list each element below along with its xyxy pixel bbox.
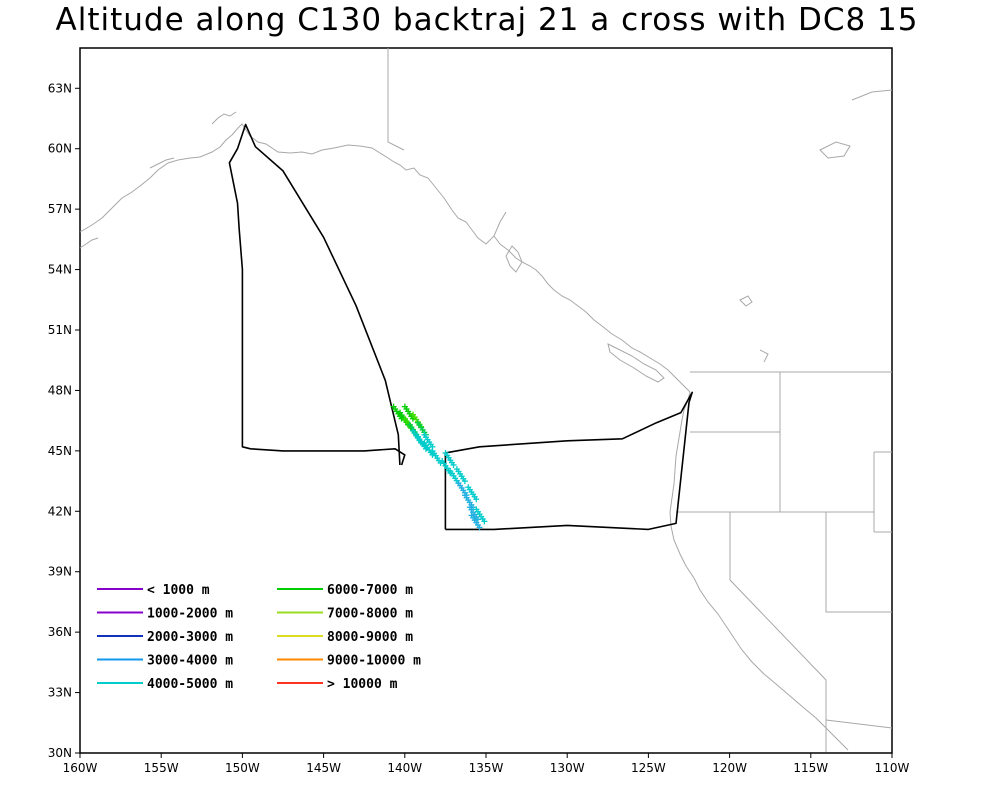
x-tick-label: 150W <box>225 761 260 775</box>
x-tick-label: 135W <box>469 761 504 775</box>
legend-item: 3000-4000 m <box>97 654 233 669</box>
y-tick-label: 54N <box>48 263 72 277</box>
map-panel <box>79 47 893 754</box>
nevada-utah-border <box>825 512 892 613</box>
legend-label: 1000-2000 m <box>147 607 233 622</box>
map-frame <box>79 47 893 754</box>
legend-item: > 10000 m <box>277 677 398 692</box>
legend-label: 3000-4000 m <box>147 654 233 669</box>
y-tick-label: 57N <box>48 202 72 216</box>
legend-item: 4000-5000 m <box>97 677 233 692</box>
map-title: Altitude along C130 backtraj 21 a cross … <box>56 2 919 38</box>
legend-item: 1000-2000 m <box>97 607 233 622</box>
x-tick-label: 160W <box>63 761 98 775</box>
x-tick-label: 155W <box>144 761 179 775</box>
lake <box>851 89 893 101</box>
y-tick-label: 39N <box>48 565 72 579</box>
x-tick-label: 110W <box>875 761 910 775</box>
y-tick-label: 33N <box>48 686 72 700</box>
y-axis: 30N 33N 36N 39N 42N 45N 48N 51N 54N 57N 60N 63N <box>48 81 80 760</box>
y-tick-label: 48N <box>48 383 72 397</box>
legend-item: < 1000 m <box>97 583 210 598</box>
vancouver-island-coast <box>607 343 665 383</box>
back-trajectory-markers <box>390 403 488 531</box>
alaska-coastline <box>79 123 507 245</box>
legend-label: 8000-9000 m <box>327 630 413 645</box>
x-tick-label: 125W <box>631 761 666 775</box>
altitude-legend: < 1000 m 1000-2000 m 2000-3000 m 3000-4000 … <box>97 583 421 692</box>
legend-label: > 10000 m <box>327 677 398 692</box>
lake <box>819 141 851 159</box>
y-tick-label: 45N <box>48 444 72 458</box>
coastlines-and-borders <box>79 48 893 752</box>
legend-label: < 1000 m <box>147 583 210 598</box>
x-axis: 160W 155W 150W 145W 140W 135W 130W 125W 120W 115W… <box>63 753 910 775</box>
legend-item: 2000-3000 m <box>97 630 233 645</box>
trajectory-point <box>465 484 480 503</box>
legend-item: 7000-8000 m <box>277 607 413 622</box>
y-tick-label: 30N <box>48 746 72 760</box>
y-tick-label: 42N <box>48 504 72 518</box>
y-tick-label: 63N <box>48 81 72 95</box>
legend-item: 6000-7000 m <box>277 583 413 598</box>
lake <box>759 349 769 363</box>
legend-label: 2000-3000 m <box>147 630 233 645</box>
legend-label: 4000-5000 m <box>147 677 233 692</box>
legend-item: 9000-10000 m <box>277 654 421 669</box>
bc-coastline <box>493 235 691 393</box>
legend-label: 9000-10000 m <box>327 654 421 669</box>
trajectory-point <box>421 431 436 450</box>
alaska-canada-border <box>387 48 405 151</box>
legend-label: 6000-7000 m <box>327 583 413 598</box>
legend-item: 8000-9000 m <box>277 630 413 645</box>
trajectory-point <box>473 506 488 525</box>
dc8-flight-track <box>444 391 694 531</box>
lake <box>739 295 753 307</box>
x-tick-label: 120W <box>712 761 747 775</box>
y-tick-label: 51N <box>48 323 72 337</box>
trajectory-point <box>442 449 457 468</box>
california-nevada-border <box>729 512 827 752</box>
us-west-coast <box>669 391 849 751</box>
x-tick-label: 145W <box>306 761 341 775</box>
flight-tracks <box>228 123 694 531</box>
x-tick-label: 140W <box>387 761 422 775</box>
haida-gwaii-coast <box>505 245 523 273</box>
trajectory-point <box>453 466 468 485</box>
y-tick-label: 36N <box>48 625 72 639</box>
c130-flight-track <box>228 123 406 466</box>
kodiak-coast <box>149 157 175 169</box>
idaho-montana-border <box>873 451 892 533</box>
trajectory-point <box>468 512 483 531</box>
legend-label: 7000-8000 m <box>327 607 413 622</box>
y-tick-label: 60N <box>48 142 72 156</box>
x-tick-label: 115W <box>793 761 828 775</box>
x-tick-label: 130W <box>550 761 585 775</box>
cook-inlet-coast <box>211 111 237 125</box>
alaska-peninsula-coast <box>79 237 99 249</box>
arizona-border <box>825 719 893 729</box>
